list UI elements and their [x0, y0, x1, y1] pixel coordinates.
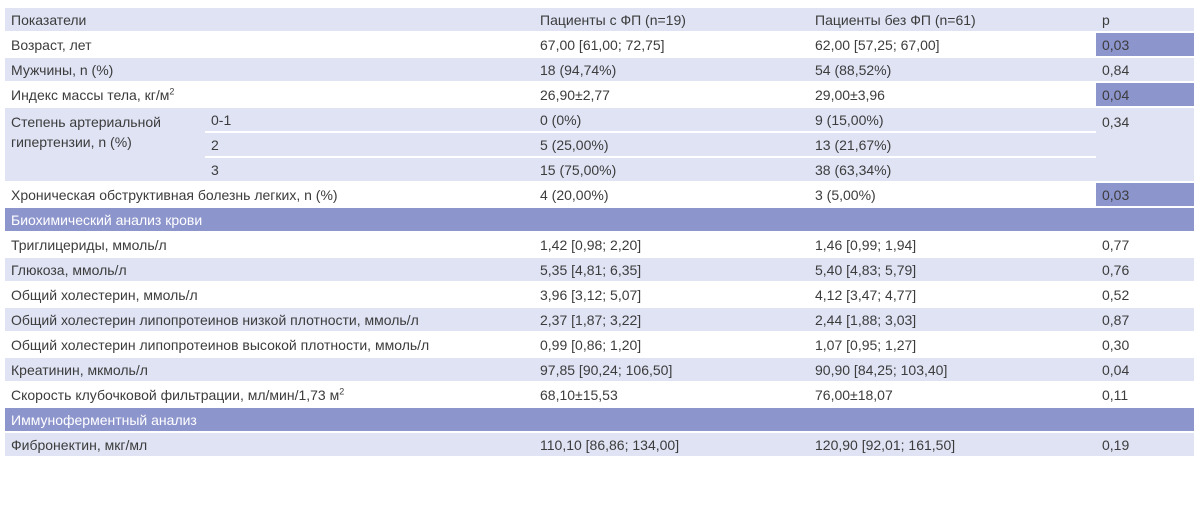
cell-af: 0,99 [0,86; 1,20]	[534, 333, 809, 356]
superscript: 2	[339, 385, 345, 396]
cell-af: 18 (94,74%)	[534, 58, 809, 81]
row-label: Возраст, лет	[5, 33, 534, 56]
header-af: Пациенты с ФП (n=19)	[534, 8, 809, 31]
table-row: Глюкоза, ммоль/л 5,35 [4,81; 6,35] 5,40 …	[5, 258, 1194, 281]
cell-p-significant: 0,03	[1096, 183, 1194, 206]
section-header: Иммуноферментный анализ	[5, 408, 1194, 431]
cell-no-af: 120,90 [92,01; 161,50]	[809, 433, 1096, 456]
header-p: p	[1096, 8, 1194, 31]
grade-label: 3	[205, 158, 534, 181]
table-row: 2 5 (25,00%) 13 (21,67%)	[5, 133, 1194, 156]
cell-no-af: 9 (15,00%)	[809, 108, 1096, 131]
table-row: Мужчины, n (%) 18 (94,74%) 54 (88,52%) 0…	[5, 58, 1194, 81]
row-label: Хроническая обструктивная болезнь легких…	[5, 183, 534, 206]
cell-p: 0,87	[1096, 308, 1194, 331]
cell-p: 0,77	[1096, 233, 1194, 256]
row-label: Креатинин, мкмоль/л	[5, 358, 534, 381]
cell-no-af: 29,00±3,96	[809, 83, 1096, 106]
table-row: Общий холестерин липопротеинов низкой пл…	[5, 308, 1194, 331]
cell-af: 5 (25,00%)	[534, 133, 809, 156]
row-label: Общий холестерин липопротеинов низкой пл…	[5, 308, 534, 331]
cell-p: 0,52	[1096, 283, 1194, 306]
section-title: Иммуноферментный анализ	[5, 408, 1194, 431]
cell-af: 4 (20,00%)	[534, 183, 809, 206]
cell-af: 26,90±2,77	[534, 83, 809, 106]
cell-af: 2,37 [1,87; 3,22]	[534, 308, 809, 331]
cell-af: 0 (0%)	[534, 108, 809, 131]
header-row: Показатели Пациенты с ФП (n=19) Пациенты…	[5, 8, 1194, 31]
cell-no-af: 38 (63,34%)	[809, 158, 1096, 181]
grade-label: 2	[205, 133, 534, 156]
table-row: Скорость клубочковой фильтрации, мл/мин/…	[5, 383, 1194, 406]
cell-p: 0,84	[1096, 58, 1194, 81]
row-label: Общий холестерин липопротеинов высокой п…	[5, 333, 534, 356]
cell-p: 0,11	[1096, 383, 1194, 406]
header-indicator: Показатели	[5, 8, 534, 31]
row-label: Мужчины, n (%)	[5, 58, 534, 81]
section-title: Биохимический анализ крови	[5, 208, 1194, 231]
cell-af: 110,10 [86,86; 134,00]	[534, 433, 809, 456]
grade-label: 0-1	[205, 108, 534, 131]
table-row: Возраст, лет 67,00 [61,00; 72,75] 62,00 …	[5, 33, 1194, 56]
cell-af: 15 (75,00%)	[534, 158, 809, 181]
table-row: Общий холестерин, ммоль/л 3,96 [3,12; 5,…	[5, 283, 1194, 306]
cell-no-af: 76,00±18,07	[809, 383, 1096, 406]
cell-no-af: 54 (88,52%)	[809, 58, 1096, 81]
row-label: Фибронектин, мкг/мл	[5, 433, 534, 456]
cell-no-af: 1,07 [0,95; 1,27]	[809, 333, 1096, 356]
cell-no-af: 90,90 [84,25; 103,40]	[809, 358, 1096, 381]
row-label: Скорость клубочковой фильтрации, мл/мин/…	[5, 383, 534, 406]
cell-p: 0,04	[1096, 358, 1194, 381]
data-table: Показатели Пациенты с ФП (n=19) Пациенты…	[5, 6, 1194, 458]
cell-no-af: 13 (21,67%)	[809, 133, 1096, 156]
cell-p-significant: 0,03	[1096, 33, 1194, 56]
table-row: Общий холестерин липопротеинов высокой п…	[5, 333, 1194, 356]
cell-p: 0,19	[1096, 433, 1194, 456]
cell-af: 3,96 [3,12; 5,07]	[534, 283, 809, 306]
cell-no-af: 3 (5,00%)	[809, 183, 1096, 206]
cell-p-significant: 0,04	[1096, 83, 1194, 106]
table-row: Креатинин, мкмоль/л 97,85 [90,24; 106,50…	[5, 358, 1194, 381]
row-label-text: Скорость клубочковой фильтрации, мл/мин/…	[11, 386, 340, 403]
table-row: Триглицериды, ммоль/л 1,42 [0,98; 2,20] …	[5, 233, 1194, 256]
cell-no-af: 62,00 [57,25; 67,00]	[809, 33, 1096, 56]
cell-p: 0,34	[1096, 108, 1194, 181]
cell-no-af: 2,44 [1,88; 3,03]	[809, 308, 1096, 331]
section-header: Биохимический анализ крови	[5, 208, 1194, 231]
table-row: Хроническая обструктивная болезнь легких…	[5, 183, 1194, 206]
cell-no-af: 1,46 [0,99; 1,94]	[809, 233, 1096, 256]
table-row: Индекс массы тела, кг/м2 26,90±2,77 29,0…	[5, 83, 1194, 106]
row-label: Триглицериды, ммоль/л	[5, 233, 534, 256]
table-row: 3 15 (75,00%) 38 (63,34%)	[5, 158, 1194, 181]
row-label: Глюкоза, ммоль/л	[5, 258, 534, 281]
cell-no-af: 5,40 [4,83; 5,79]	[809, 258, 1096, 281]
row-label: Индекс массы тела, кг/м2	[5, 83, 534, 106]
row-label: Общий холестерин, ммоль/л	[5, 283, 534, 306]
cell-af: 5,35 [4,81; 6,35]	[534, 258, 809, 281]
row-label-text: Индекс массы тела, кг/м	[11, 86, 170, 103]
header-no-af: Пациенты без ФП (n=61)	[809, 8, 1096, 31]
table-row: Степень артериальной гипертензии, n (%) …	[5, 108, 1194, 181]
cell-p: 0,30	[1096, 333, 1194, 356]
cell-p: 0,76	[1096, 258, 1194, 281]
cell-af: 97,85 [90,24; 106,50]	[534, 358, 809, 381]
cell-af: 68,10±15,53	[534, 383, 809, 406]
table-row: Фибронектин, мкг/мл 110,10 [86,86; 134,0…	[5, 433, 1194, 456]
superscript: 2	[169, 85, 175, 96]
cell-af: 67,00 [61,00; 72,75]	[534, 33, 809, 56]
cell-af: 1,42 [0,98; 2,20]	[534, 233, 809, 256]
cell-no-af: 4,12 [3,47; 4,77]	[809, 283, 1096, 306]
hypertension-label: Степень артериальной гипертензии, n (%)	[5, 108, 205, 181]
